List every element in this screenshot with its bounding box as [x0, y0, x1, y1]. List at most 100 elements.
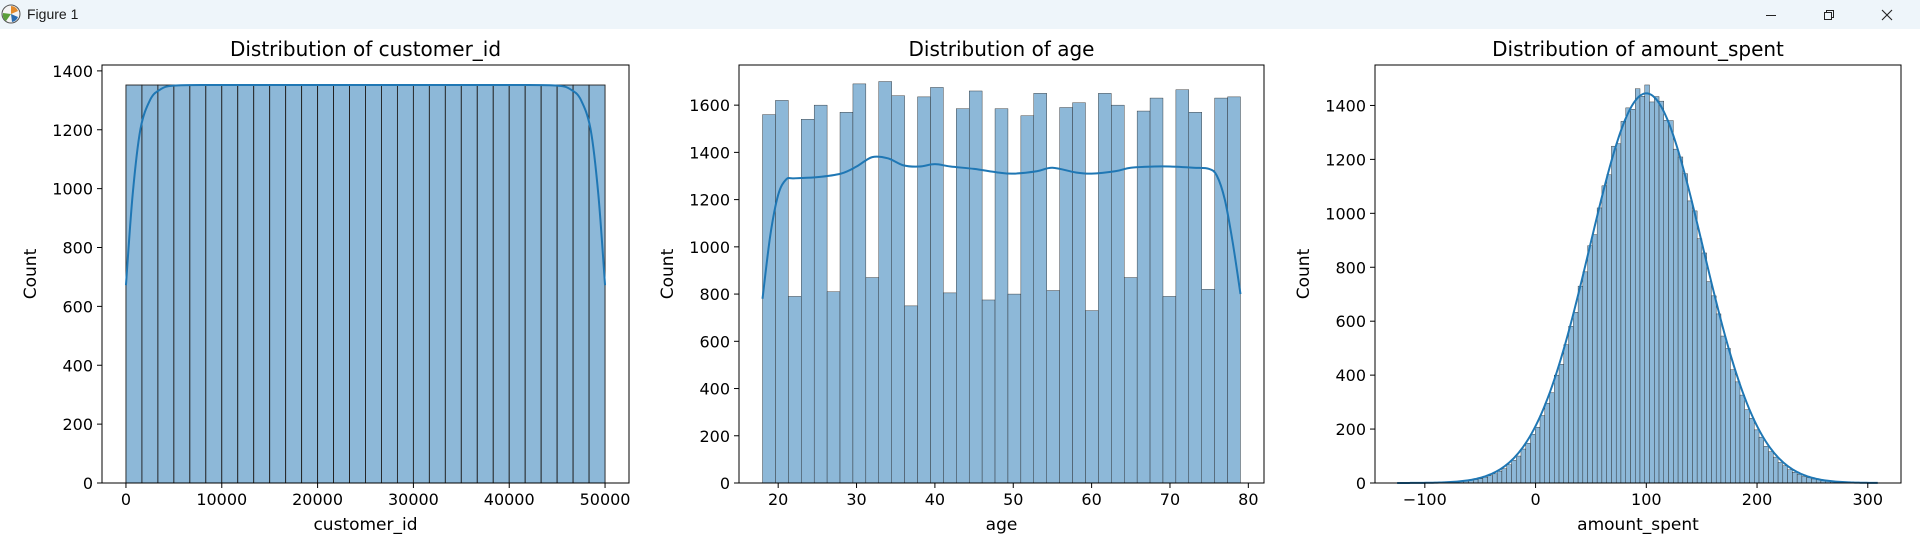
histogram-bar	[1072, 102, 1086, 484]
histogram-bar	[1777, 462, 1784, 484]
histogram-bar	[1620, 121, 1626, 484]
y-tick-label: 800	[699, 285, 730, 304]
histogram-bar	[1149, 97, 1164, 484]
histogram-bar	[1201, 289, 1215, 484]
histogram-bar	[1792, 472, 1798, 484]
y-tick-label: 200	[699, 427, 730, 446]
y-tick-label: 0	[1356, 474, 1366, 493]
y-axis-label: Count	[1294, 248, 1314, 299]
histogram-bar	[852, 83, 867, 484]
restore-icon	[1824, 9, 1834, 20]
histogram-bar	[141, 84, 159, 484]
histogram-bar	[1725, 348, 1731, 484]
window-titlebar: Figure 1	[0, 0, 1920, 29]
histogram-bar	[1059, 107, 1073, 484]
histogram-bar	[801, 119, 815, 484]
minimize-button[interactable]	[1742, 0, 1800, 29]
histogram-bar	[1644, 84, 1650, 484]
y-tick-label: 400	[699, 380, 730, 399]
histogram-bar	[492, 84, 510, 484]
histogram-bar	[1582, 271, 1588, 484]
histogram-bar	[839, 112, 854, 484]
chart-title: Distribution of customer_id	[230, 37, 501, 61]
x-tick-label: 40000	[484, 490, 535, 509]
axes-frame	[1374, 64, 1902, 484]
y-tick-label: 1000	[52, 180, 93, 199]
histogram-bar	[1568, 326, 1574, 484]
histogram-bar	[1214, 97, 1228, 484]
minimize-icon	[1766, 14, 1776, 16]
x-tick-label: 10000	[196, 490, 247, 509]
histogram-bar	[317, 84, 335, 484]
histogram-bar	[1554, 374, 1560, 484]
histogram-bar	[1696, 238, 1703, 484]
histogram-bar	[1592, 234, 1598, 484]
histogram-bar	[173, 84, 191, 484]
y-tick-label: 1000	[689, 238, 730, 257]
window-title: Figure 1	[27, 6, 79, 22]
histogram-bar	[269, 84, 287, 484]
y-tick-label: 400	[62, 356, 93, 375]
histogram-bar	[1754, 429, 1760, 484]
histogram-bar	[1796, 474, 1803, 484]
histogram-bar	[1654, 96, 1660, 484]
kde-line	[1397, 92, 1878, 484]
histogram-bar	[1687, 200, 1693, 484]
histogram-bar	[1735, 381, 1741, 484]
x-tick-label: 0	[1530, 490, 1540, 509]
y-axis-label: Count	[21, 248, 41, 299]
histogram-bar	[221, 84, 239, 484]
histogram-bar	[1111, 104, 1125, 484]
y-tick-label: 1600	[689, 96, 730, 115]
histogram-bar	[1715, 313, 1722, 484]
histogram-bar	[1701, 252, 1707, 484]
y-tick-label: 800	[1335, 258, 1366, 277]
histogram-bar	[508, 84, 526, 484]
close-button[interactable]	[1858, 0, 1916, 29]
histogram-bar	[1601, 185, 1607, 484]
x-tick-label: 0	[121, 490, 131, 509]
histogram-bar	[917, 96, 931, 484]
histogram-bar	[1720, 335, 1726, 484]
histogram-bar	[1611, 145, 1617, 484]
kde-line	[124, 83, 607, 286]
x-tick-label: 60	[1081, 490, 1101, 509]
histogram-bar	[365, 84, 382, 484]
x-tick-label: 30000	[388, 490, 439, 509]
histogram-bar	[1033, 93, 1047, 484]
histogram-bar	[157, 84, 175, 484]
x-tick-label: 30	[846, 490, 866, 509]
histogram-bar	[301, 84, 319, 484]
chart-title: Distribution of age	[909, 37, 1095, 61]
histogram-bar	[1525, 443, 1531, 484]
histogram-bar	[1692, 210, 1698, 484]
histogram-bar	[1658, 100, 1665, 484]
histogram-bar	[956, 108, 970, 484]
histogram-bar	[943, 292, 957, 484]
histogram-bar	[556, 84, 574, 484]
histogram-bar	[1175, 89, 1190, 484]
histogram-bar	[412, 84, 430, 484]
y-tick-label: 600	[1335, 312, 1366, 331]
y-tick-label: 600	[699, 332, 730, 351]
histogram-bar	[1806, 477, 1812, 484]
axes-frame	[738, 64, 1265, 484]
histogram-bar	[1496, 470, 1503, 484]
histogram-bar	[1801, 476, 1807, 484]
y-tick-label: 200	[62, 415, 93, 434]
close-icon	[1881, 9, 1893, 20]
histogram-bar	[540, 84, 558, 484]
histogram-bar	[1477, 478, 1484, 484]
histogram-bar	[381, 84, 398, 484]
histogram-bar	[1506, 464, 1512, 484]
y-axis-label: Count	[658, 248, 678, 299]
chart-title: Distribution of amount_spent	[1492, 37, 1784, 61]
histogram-bar	[1615, 143, 1622, 484]
histogram-bar	[1020, 115, 1034, 484]
histogram-bar	[865, 277, 879, 484]
restore-button[interactable]	[1800, 0, 1858, 29]
histogram-bar	[1739, 394, 1745, 484]
histogram-bar	[1663, 120, 1669, 484]
y-tick-label: 0	[720, 474, 730, 493]
x-tick-label: 50000	[580, 490, 631, 509]
